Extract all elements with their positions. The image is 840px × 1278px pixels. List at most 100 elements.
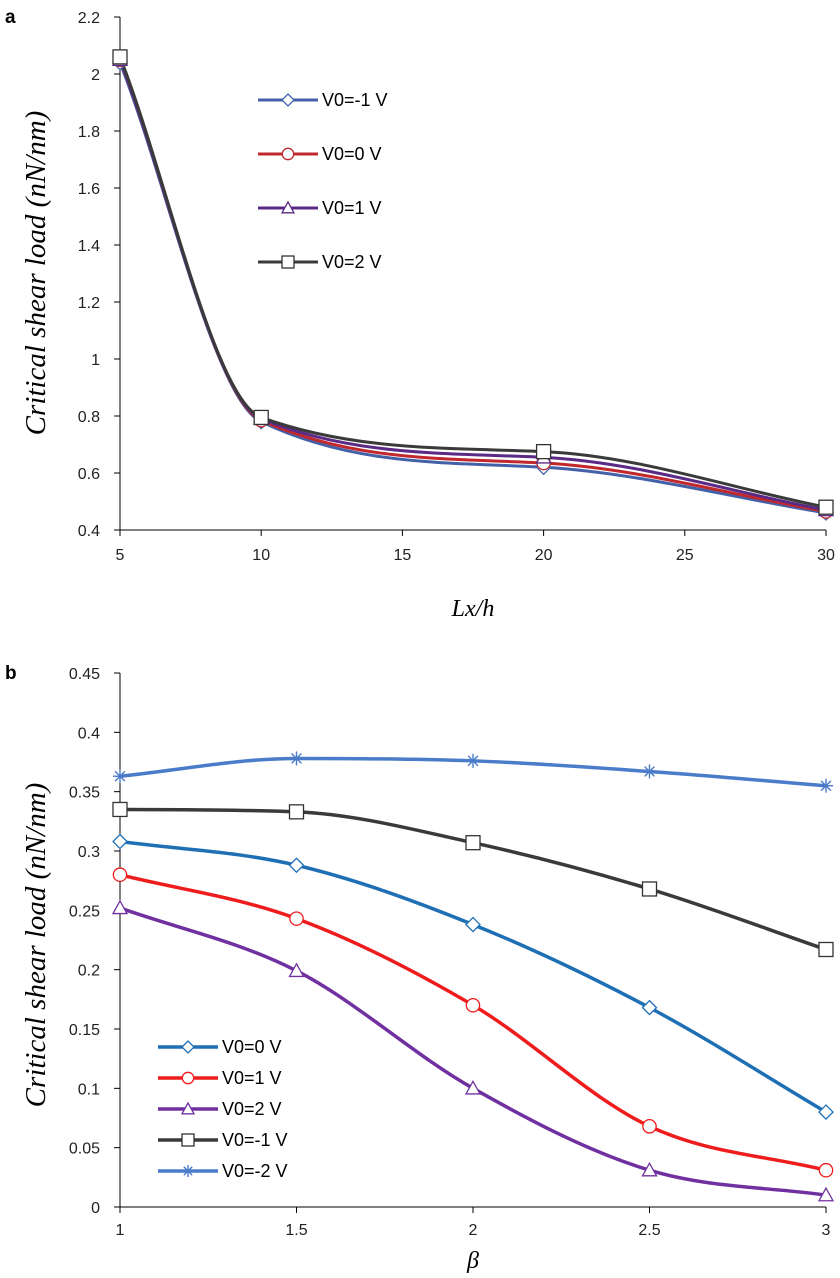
legend-item: V0=-1 V	[158, 1130, 288, 1150]
data-point	[112, 833, 128, 850]
legend-item: V0=0 V	[158, 1037, 282, 1057]
x-tick-label: 3	[822, 1222, 831, 1239]
y-tick-label: 1.6	[78, 181, 100, 198]
data-point	[288, 804, 305, 820]
x-tick-label: 30	[817, 547, 835, 564]
series-line-3	[118, 58, 828, 512]
data-point	[818, 1104, 834, 1120]
data-point	[818, 499, 834, 515]
legend-label: V0=-1 V	[322, 90, 388, 110]
data-point	[465, 835, 481, 851]
legend-label: V0=0 V	[222, 1037, 282, 1057]
data-point	[818, 941, 834, 958]
y-tick-label: 0.1	[78, 1081, 100, 1098]
data-point	[113, 769, 127, 784]
data-point	[289, 911, 304, 926]
data-point	[112, 801, 128, 818]
data-point	[465, 916, 481, 933]
y-tick-label: 1.8	[78, 124, 100, 141]
x-tick-label: 1	[116, 1222, 125, 1239]
data-point	[818, 1162, 834, 1178]
data-point	[466, 753, 480, 768]
y-tick-label: 1.2	[78, 295, 100, 312]
legend-item: V0=2 V	[158, 1099, 282, 1119]
legend-label: V0=1 V	[222, 1068, 282, 1088]
legend-item: V0=1 V	[158, 1068, 282, 1088]
data-point	[642, 1119, 657, 1134]
data-point	[288, 857, 305, 874]
legend-marker-icon	[181, 1040, 195, 1054]
y-tick-label: 0.15	[69, 1022, 100, 1039]
legend-marker-icon	[182, 1165, 194, 1177]
y-tick-label: 2	[91, 67, 100, 84]
legend: V0=0 V V0=1 V V0=2 V V0=-1 V V0=-2 V	[158, 1037, 288, 1181]
y-tick-label: 0.4	[78, 523, 100, 540]
legend-label: V0=0 V	[322, 144, 382, 164]
data-point	[819, 778, 833, 793]
legend-label: V0=2 V	[322, 252, 382, 272]
x-tick-label: 2	[469, 1222, 478, 1239]
legend-marker-icon	[281, 147, 295, 161]
data-point	[111, 899, 129, 915]
y-tick-label: 0.4	[78, 725, 100, 742]
series-line-4	[118, 55, 828, 509]
y-tick-label: 0.35	[69, 785, 100, 802]
data-point	[112, 49, 128, 65]
x-tick-label: 15	[394, 547, 412, 564]
y-tick-label: 1.4	[78, 238, 100, 255]
x-tick-label: 20	[535, 547, 553, 564]
y-tick-label: 0	[91, 1200, 100, 1217]
legend-item: V0=-2 V	[158, 1161, 288, 1181]
y-axis-label: Critical shear load (nN/nm)	[20, 783, 52, 1108]
data-point	[112, 867, 128, 883]
legend-label: V0=1 V	[322, 198, 382, 218]
data-point	[642, 764, 657, 779]
legend-marker-icon	[281, 93, 295, 107]
data-point	[288, 962, 305, 978]
legend-marker-icon	[281, 255, 295, 269]
x-tick-label: 5	[116, 547, 125, 564]
y-tick-label: 0.8	[78, 409, 100, 426]
panel-label: a	[5, 7, 16, 28]
y-tick-label: 0.05	[69, 1141, 100, 1158]
legend-marker-icon	[180, 1101, 196, 1115]
legend-marker-icon	[181, 1133, 195, 1147]
x-axis-label: β	[466, 1248, 479, 1274]
panel-label: b	[5, 663, 17, 684]
legend-item: V0=2 V	[258, 252, 382, 272]
x-tick-label: 10	[252, 547, 270, 564]
chart-panel-b: b 0 0.05 0.1 0.15 0.2 0.25 0.3 0.35 0.4 0.45 1 1.5 2 2…	[5, 663, 835, 1274]
legend-label: V0=-1 V	[222, 1130, 288, 1150]
y-tick-label: 2.2	[78, 10, 100, 27]
legend-label: V0=2 V	[222, 1099, 282, 1119]
y-tick-label: 0.6	[78, 466, 100, 483]
data-point	[641, 999, 658, 1016]
data-point	[641, 1161, 658, 1177]
data-point	[641, 881, 658, 897]
x-tick-label: 2.5	[638, 1222, 660, 1239]
series-line-1	[118, 61, 828, 515]
legend-marker-icon	[181, 1071, 195, 1085]
data-point	[464, 1079, 482, 1095]
y-tick-label: 0.25	[69, 903, 100, 920]
x-tick-label: 25	[676, 547, 694, 564]
legend-item: V0=0 V	[258, 144, 382, 164]
x-axis-label: Lx/h	[451, 596, 495, 622]
legend-marker-icon	[280, 200, 296, 214]
data-point	[535, 443, 552, 460]
legend-item: V0=1 V	[258, 198, 382, 218]
data-point	[817, 1186, 835, 1202]
data-point	[289, 751, 304, 766]
y-tick-label: 0.3	[78, 844, 100, 861]
data-point	[465, 997, 481, 1013]
series-line-2	[118, 58, 828, 513]
x-tick-label: 1.5	[285, 1222, 307, 1239]
y-tick-label: 0.2	[78, 963, 100, 980]
y-tick-label: 1	[91, 352, 100, 369]
legend-label: V0=-2 V	[222, 1161, 288, 1181]
chart-panel-a: a 0.4 0.6 0.8 1 1.2 1.4 1.6 1.8 2 2.2 5 10 15 20 25 30 Lx…	[5, 7, 835, 622]
y-axis-label: Critical shear load (nN/nm)	[20, 111, 52, 436]
y-tick-label: 0.45	[69, 666, 100, 683]
legend: V0=-1 V V0=0 V V0=1 V V0=2 V	[258, 90, 388, 272]
